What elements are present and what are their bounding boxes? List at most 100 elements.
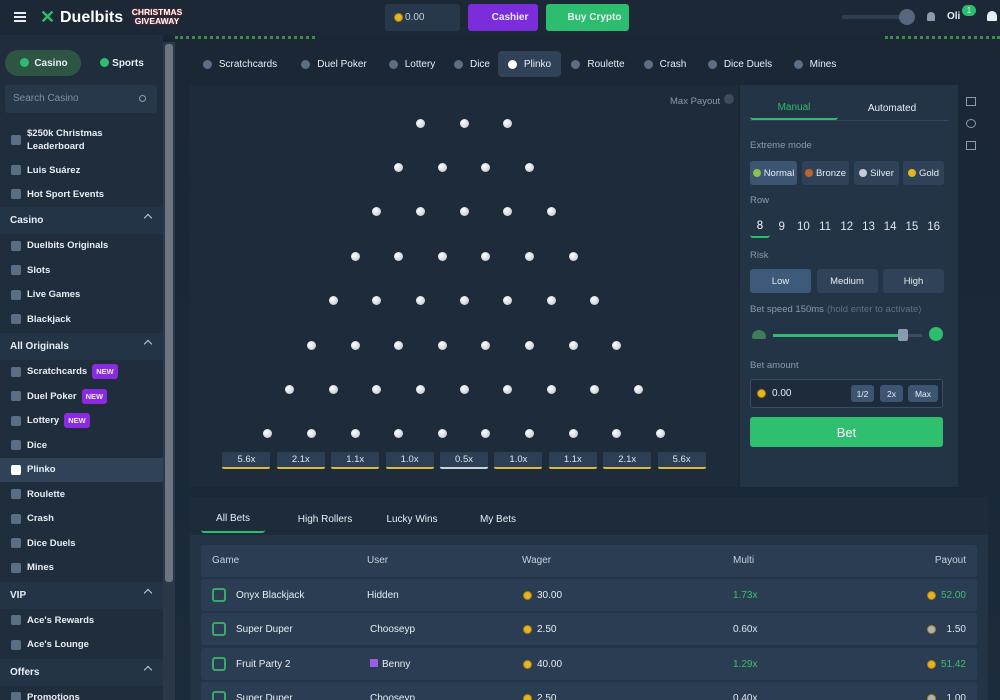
sidebar-tab[interactable]: Casino (5, 50, 81, 76)
section-header[interactable]: Casino (0, 207, 163, 234)
logo[interactable]: Duelbits (60, 9, 124, 26)
game-tab[interactable]: Plinko (498, 51, 561, 77)
speed-knob[interactable] (898, 329, 908, 341)
row-option[interactable]: 9 (778, 221, 785, 233)
amount-button[interactable]: Max (908, 385, 938, 402)
level-label: Bronze (815, 167, 847, 179)
sidebar-item[interactable]: $250k Christmas Leaderboard (0, 123, 163, 157)
sidebar-item[interactable]: Lottery NEW (0, 409, 163, 434)
search-input[interactable]: Search Casino (5, 85, 157, 113)
bet-row[interactable] (201, 579, 977, 611)
extreme-level-button[interactable]: Silver (854, 161, 899, 185)
bet-row[interactable] (201, 647, 977, 680)
payout: 1.00 (946, 692, 966, 700)
amount-button[interactable]: 2x (880, 385, 903, 402)
sidebar-item[interactable]: Promotions (0, 685, 163, 700)
game-tab[interactable]: Mines (785, 51, 845, 77)
wager: 40.00 (537, 658, 563, 670)
sidebar-item[interactable]: Plinko (0, 457, 163, 482)
item-label: $250k Christmas Leaderboard (27, 123, 137, 157)
menu-icon[interactable] (14, 12, 26, 22)
bets-tab[interactable]: High Rollers (297, 513, 353, 525)
game-tab[interactable]: Duel Poker (292, 51, 376, 77)
game-tab[interactable]: Dice (448, 51, 496, 77)
bets-tab[interactable]: Lucky Wins (386, 513, 438, 525)
extreme-level-button[interactable]: Normal (750, 161, 797, 185)
sidebar-item[interactable]: Duelbits Originals (0, 234, 163, 259)
coin-icon (757, 389, 766, 398)
side-icon[interactable] (966, 141, 976, 150)
row-option[interactable]: 11 (819, 221, 832, 233)
sidebar-item[interactable]: Roulette (0, 482, 163, 507)
peg (328, 296, 338, 306)
multi: 0.40x (733, 692, 758, 700)
multiplier-slot: 0.5x (440, 452, 488, 469)
row-option[interactable]: 12 (840, 221, 854, 233)
sidebar-item[interactable]: Slots (0, 258, 163, 283)
sidebar-item[interactable]: Ace's Lounge (0, 633, 163, 658)
mode-tab[interactable]: Automated (867, 102, 917, 114)
row-option[interactable]: 15 (905, 221, 919, 233)
sidebar-item[interactable]: Blackjack (0, 307, 163, 332)
max-payout[interactable]: Max Payout (670, 96, 721, 107)
sidebar-item[interactable]: Dice Duels (0, 531, 163, 556)
side-icon[interactable] (966, 97, 976, 106)
peg (590, 384, 600, 394)
risk-button[interactable]: High (883, 269, 944, 293)
risk-label: Risk (750, 250, 769, 261)
item-text: Mines (27, 562, 54, 574)
row-option[interactable]: 8 (750, 216, 770, 238)
row-option[interactable]: 14 (883, 221, 897, 233)
amount-button[interactable]: 1/2 (851, 385, 874, 402)
row-option[interactable]: 13 (862, 221, 875, 233)
section-header[interactable]: Offers (0, 658, 163, 686)
sidebar-item[interactable]: Crash (0, 507, 163, 532)
peg (481, 429, 491, 439)
game-tab[interactable]: Crash (635, 51, 695, 77)
section-header[interactable]: VIP (0, 581, 163, 609)
sidebar-item[interactable]: Duel Poker NEW (0, 384, 163, 409)
multiplier-slot: 1.1x (548, 452, 597, 469)
sidebar-item[interactable]: Mines (0, 556, 163, 581)
bell-icon[interactable] (987, 11, 997, 21)
promo-banner[interactable]: CHRISTMAS GIVEAWAY (131, 7, 183, 26)
sidebar-item[interactable]: Ace's Rewards (0, 608, 163, 633)
bet-button[interactable]: Bet (750, 417, 943, 447)
extreme-level-button[interactable]: Bronze (802, 161, 849, 185)
game-tab[interactable]: Lottery (378, 51, 446, 77)
buy-crypto-button[interactable]: Buy Crypto (546, 4, 629, 31)
tab-label: Dice Duels (723, 58, 773, 70)
cashier-button[interactable]: Cashier (468, 4, 538, 31)
game-tab[interactable]: Dice Duels (697, 51, 783, 77)
slider-knob (899, 9, 915, 25)
sidebar-item[interactable]: Luis Suárez (0, 158, 163, 182)
risk-button[interactable]: Medium (816, 269, 878, 293)
game-tab[interactable]: Roulette (563, 51, 633, 77)
bet-row[interactable] (201, 613, 977, 646)
risk-button[interactable]: Low (750, 269, 811, 293)
row-option[interactable]: 16 (927, 221, 940, 233)
row-option[interactable]: 10 (796, 221, 810, 233)
payout: 51.42 (940, 658, 966, 670)
mode-tab[interactable]: Manual (750, 96, 838, 120)
user-name: Chooseyp (370, 624, 415, 635)
bets-tab[interactable]: My Bets (479, 513, 517, 525)
peg (546, 384, 556, 394)
item-icon (11, 538, 21, 549)
garland (175, 36, 315, 46)
extreme-level-button[interactable]: Gold (903, 161, 944, 185)
coin-icon (523, 693, 532, 700)
bets-tab[interactable]: All Bets (201, 505, 265, 533)
sidebar-item[interactable]: Dice (0, 433, 163, 458)
sidebar-item[interactable]: Hot Sport Events (0, 182, 163, 206)
side-icon[interactable] (966, 119, 976, 128)
user-name[interactable]: Oli (947, 11, 961, 22)
bet-row[interactable] (201, 681, 977, 700)
section-header[interactable]: All Originals (0, 333, 163, 360)
user-name: Benny (370, 658, 410, 670)
sidebar-item[interactable]: Live Games (0, 283, 163, 308)
sidebar-tab[interactable]: Sports (112, 57, 144, 69)
game-tab[interactable]: Scratchcards (190, 51, 290, 77)
new-badge: NEW (81, 388, 108, 404)
sidebar-item[interactable]: Scratchcards NEW (0, 360, 163, 385)
